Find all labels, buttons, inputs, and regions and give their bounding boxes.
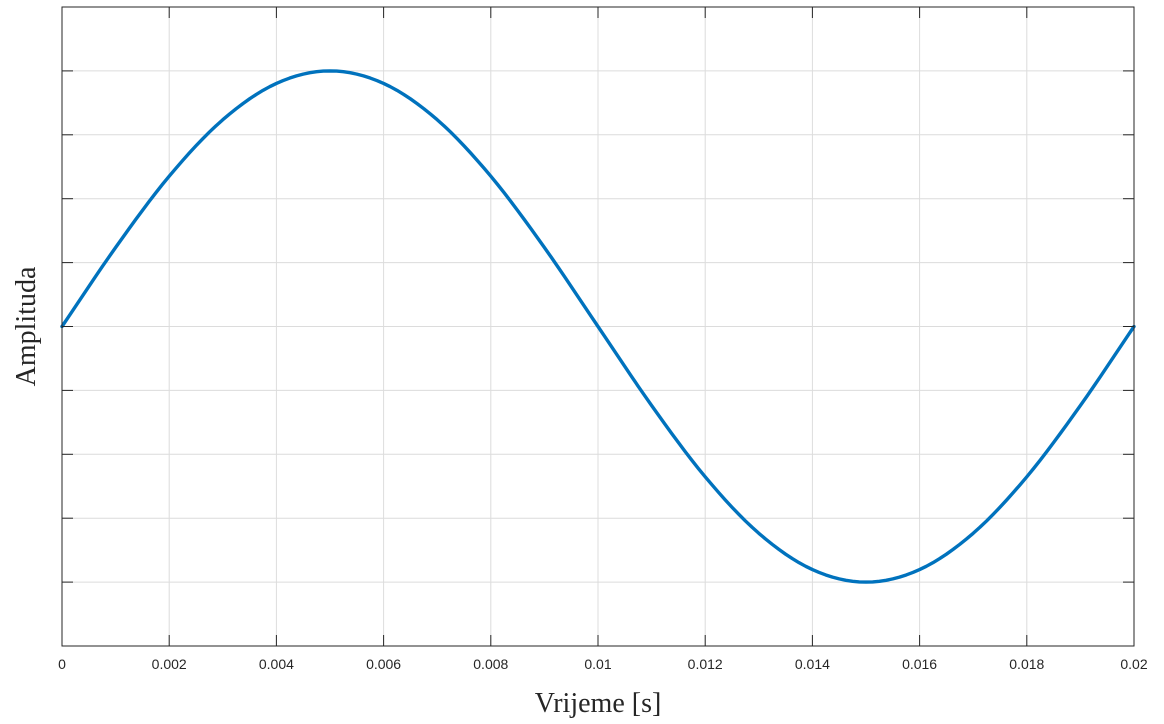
ticks bbox=[61, 7, 1135, 646]
x-tick-label: 0.016 bbox=[902, 656, 937, 672]
series-line bbox=[60, 69, 1136, 584]
x-tick-label: 0.004 bbox=[259, 656, 294, 672]
x-tick-label: 0.018 bbox=[1009, 656, 1044, 672]
x-tick-label: 0.002 bbox=[152, 656, 187, 672]
x-tick-label: 0.014 bbox=[795, 656, 830, 672]
x-tick-label: 0.01 bbox=[584, 656, 611, 672]
x-tick-label: 0.008 bbox=[473, 656, 508, 672]
x-tick-label: 0.012 bbox=[688, 656, 723, 672]
x-tick-label: 0.006 bbox=[366, 656, 401, 672]
x-axis-label: Vrijeme [s] bbox=[535, 688, 662, 719]
y-axis-label: Amplituda bbox=[11, 266, 42, 386]
x-tick-label: 0 bbox=[58, 656, 66, 672]
x-tick-label: 0.02 bbox=[1120, 656, 1147, 672]
series-group bbox=[60, 69, 1136, 584]
x-tick-labels: 0 0.002 0.004 0.006 0.008 0.01 0.012 0.014 0.016… bbox=[58, 656, 1148, 672]
